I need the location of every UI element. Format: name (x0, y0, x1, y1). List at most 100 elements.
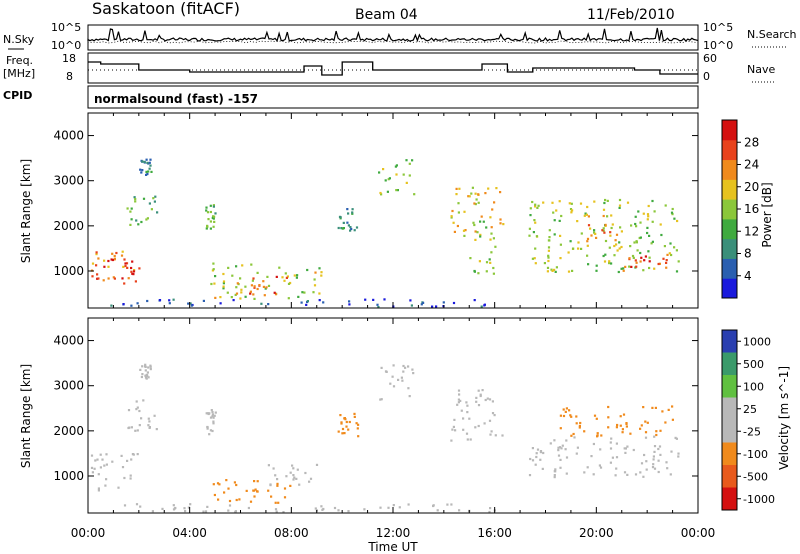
radar-cell (275, 510, 278, 513)
power-colorbar-segment (722, 218, 737, 240)
radar-cell (473, 202, 476, 205)
radar-cell (127, 277, 130, 280)
radar-cell (596, 432, 599, 435)
radar-cell (239, 277, 242, 280)
radar-cell (642, 406, 645, 409)
radar-cell (570, 434, 573, 437)
radar-cell (596, 435, 599, 438)
radar-cell (225, 479, 228, 482)
radar-cell (283, 496, 287, 499)
radar-cell (227, 266, 230, 269)
radar-cell (468, 417, 471, 420)
radar-cell (646, 218, 649, 221)
radar-cell (562, 414, 566, 418)
radar-cell (490, 226, 493, 229)
radar-cell (489, 216, 492, 219)
radar-cell (621, 428, 624, 431)
radar-cell (134, 280, 137, 283)
radar-cell (553, 219, 556, 222)
radar-cell (379, 506, 382, 509)
radar-cell (453, 418, 456, 421)
radar-cell (610, 437, 613, 440)
radar-cell (126, 459, 129, 462)
velocity-x-ticks (87, 318, 699, 513)
radar-cell (457, 211, 460, 214)
radar-cell (635, 240, 638, 243)
radar-cell (222, 285, 225, 288)
radar-cell (579, 202, 583, 205)
radar-cell (657, 470, 660, 474)
radar-cell (637, 210, 640, 213)
radar-cell (528, 227, 531, 230)
radar-cell (147, 417, 150, 420)
radar-cell (578, 424, 581, 428)
radar-cell (253, 480, 256, 483)
radar-cell (392, 364, 395, 367)
radar-cell (161, 507, 164, 510)
radar-cell (131, 272, 134, 275)
radar-cell (619, 424, 622, 427)
nsky-label: N.Sky (3, 33, 35, 46)
radar-cell (457, 401, 460, 404)
radar-cell (484, 192, 487, 195)
radar-cell (286, 275, 289, 278)
radar-cell (568, 409, 571, 412)
radar-cell (138, 409, 141, 413)
radar-cell (600, 434, 603, 437)
radar-cell (553, 268, 556, 271)
radar-cell (134, 200, 137, 203)
radar-cell (542, 201, 545, 204)
radar-cell (634, 259, 637, 262)
radar-cell (422, 301, 425, 304)
radar-cell (380, 366, 383, 369)
radar-cell (276, 482, 279, 485)
radar-cell (580, 232, 583, 235)
radar-cell (253, 495, 256, 498)
radar-cell (501, 434, 504, 437)
radar-cell (97, 487, 100, 490)
radar-cell (143, 160, 146, 163)
radar-cell (532, 231, 535, 234)
radar-cell (318, 292, 321, 295)
radar-cell (99, 466, 102, 469)
velocity-colorbar-tick-label: -500 (743, 470, 768, 483)
radar-cell (235, 286, 238, 289)
radar-cell (145, 218, 148, 221)
radar-cell (543, 262, 546, 265)
radar-cell (133, 269, 136, 272)
freq-tick-low-right: 0 (703, 70, 710, 83)
radar-cell (315, 463, 319, 466)
radar-cell (452, 425, 455, 428)
radar-cell (670, 450, 673, 453)
radar-cell (96, 273, 99, 276)
radar-cell (145, 377, 148, 380)
radar-cell (283, 279, 286, 282)
radar-cell (303, 291, 306, 294)
radar-cell (140, 417, 143, 420)
power-panel: 1000 2000 3000 4000 Slant Range [km] (19, 112, 699, 309)
radar-cell (529, 207, 532, 210)
radar-cell (265, 286, 268, 289)
radar-cell (346, 208, 349, 211)
radar-cell (453, 230, 456, 233)
radar-cell (559, 414, 562, 417)
radar-cell (212, 262, 215, 265)
radar-cell (561, 444, 564, 447)
radar-cell (146, 172, 149, 176)
radar-cell (558, 200, 561, 203)
radar-cell (635, 265, 638, 268)
radar-cell (603, 231, 606, 234)
radar-cell (628, 257, 631, 260)
radar-cell (222, 280, 226, 283)
radar-cell (477, 424, 480, 428)
radar-cell (619, 226, 622, 229)
radar-cell (462, 428, 465, 431)
radar-cell (147, 376, 150, 379)
radar-cell (211, 411, 214, 414)
radar-cell (212, 422, 215, 425)
radar-cell (639, 236, 642, 239)
radar-cell (559, 466, 562, 469)
radar-cell (622, 413, 626, 416)
radar-cell (473, 223, 476, 227)
radar-cell (344, 418, 347, 421)
